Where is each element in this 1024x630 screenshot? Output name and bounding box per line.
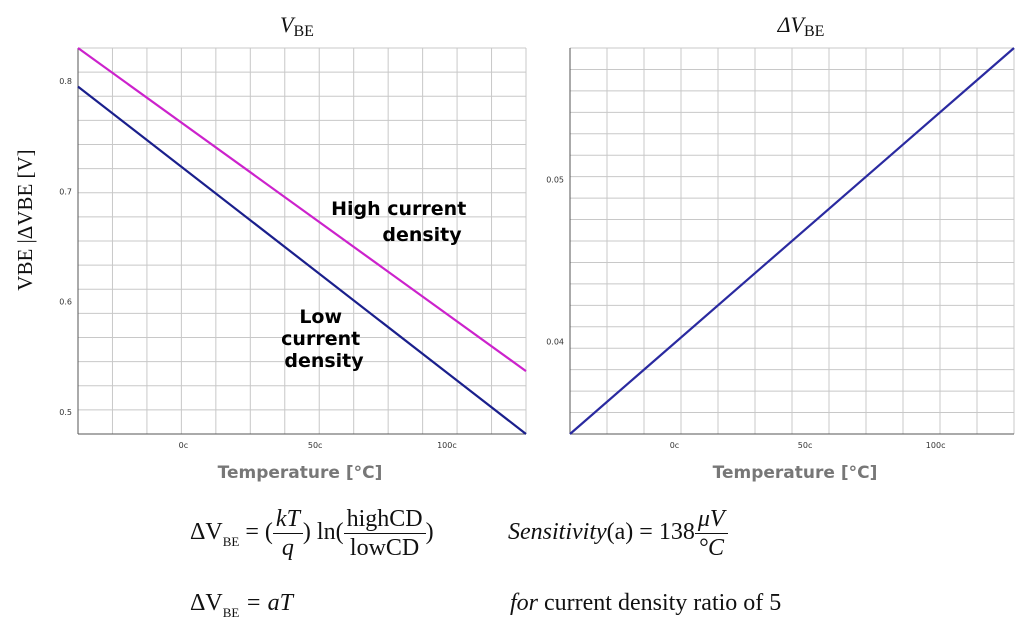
cd-ratio-fraction: highCD lowCD (343, 505, 426, 562)
kt-over-q-fraction: kT q (272, 505, 303, 562)
delta-vbe-y-tick-label: 0.05 (546, 175, 564, 184)
sensitivity-arg: (a) (606, 519, 634, 546)
delta-vbe-y-tick-label: 0.04 (546, 338, 564, 347)
vbe-y-tick-label: 0.8 (59, 77, 72, 86)
sensitivity-label: Sensitivity (508, 519, 607, 546)
eq1-ln: ) ln( (302, 519, 344, 546)
vbe-series-0 (77, 47, 527, 373)
sensitivity-unit: μV °C (694, 505, 728, 562)
eq2-lhs: ΔV (190, 590, 223, 616)
delta-vbe-chart-title: ΔVBE (777, 12, 825, 40)
vbe-series-1 (77, 85, 527, 435)
eq1-close: ) (425, 519, 434, 546)
ratio-note-for: for (510, 590, 539, 616)
sensitivity-equation: Sensitivity(a) = 138 μV °C (508, 505, 728, 562)
eq1-equals: = ( (245, 519, 273, 546)
eq2-lhs-sub: BE (222, 605, 240, 620)
delta-vbe-chart: ΔVBE 0c 50c 100c 0.04 0.05 Temperature [°C] (546, 12, 1015, 483)
sensitivity-value: = 138 (633, 519, 695, 546)
vbe-y-tick-label: 0.7 (59, 187, 72, 196)
delta-vbe-equation: ΔVBE = (kT q) ln(highCD lowCD) (190, 505, 434, 562)
delta-vbe-x-tick-label: 0c (670, 441, 680, 450)
vbe-series-group (77, 47, 527, 435)
delta-vbe-series-0 (569, 47, 1015, 435)
delta-vbe-grid (569, 47, 1015, 435)
vbe-grid (77, 47, 527, 435)
ratio-note-text: current density ratio of 5 (538, 590, 782, 616)
vbe-chart-ylabel: VBE |ΔVBE [V] (13, 149, 37, 290)
vbe-x-tick-label: 100c (437, 441, 457, 450)
high-current-density-annotation: High current density (331, 198, 473, 246)
vbe-chart-title: VBE (280, 12, 314, 40)
vbe-x-tick-label: 50c (308, 441, 323, 450)
eq1-lhs: ΔV (190, 519, 223, 546)
vbe-y-tick-label: 0.6 (59, 298, 72, 307)
vbe-chart-xlabel: Temperature [°C] (218, 463, 383, 483)
delta-vbe-x-tick-label: 100c (926, 441, 946, 450)
delta-vbe-at-equation: ΔVBE = aT (190, 590, 293, 620)
delta-vbe-chart-xlabel: Temperature [°C] (713, 463, 878, 483)
low-current-density-annotation: Low current density (281, 306, 367, 372)
vbe-y-tick-label: 0.5 (59, 408, 72, 417)
delta-vbe-x-tick-label: 50c (798, 441, 813, 450)
vbe-x-tick-label: 0c (179, 441, 189, 450)
delta-vbe-series-group (569, 47, 1015, 435)
eq1-lhs-sub: BE (222, 534, 240, 550)
eq2-rhs: = aT (245, 590, 293, 616)
vbe-ticks: 0c 50c 100c 0.5 0.6 0.7 0.8 (59, 77, 457, 450)
vbe-chart: VBE 0c 50c 100c 0.5 0.6 0.7 0.8 Temperature [°… (13, 12, 527, 483)
ratio-note: for current density ratio of 5 (510, 590, 781, 617)
delta-vbe-ticks: 0c 50c 100c 0.04 0.05 (546, 175, 945, 450)
